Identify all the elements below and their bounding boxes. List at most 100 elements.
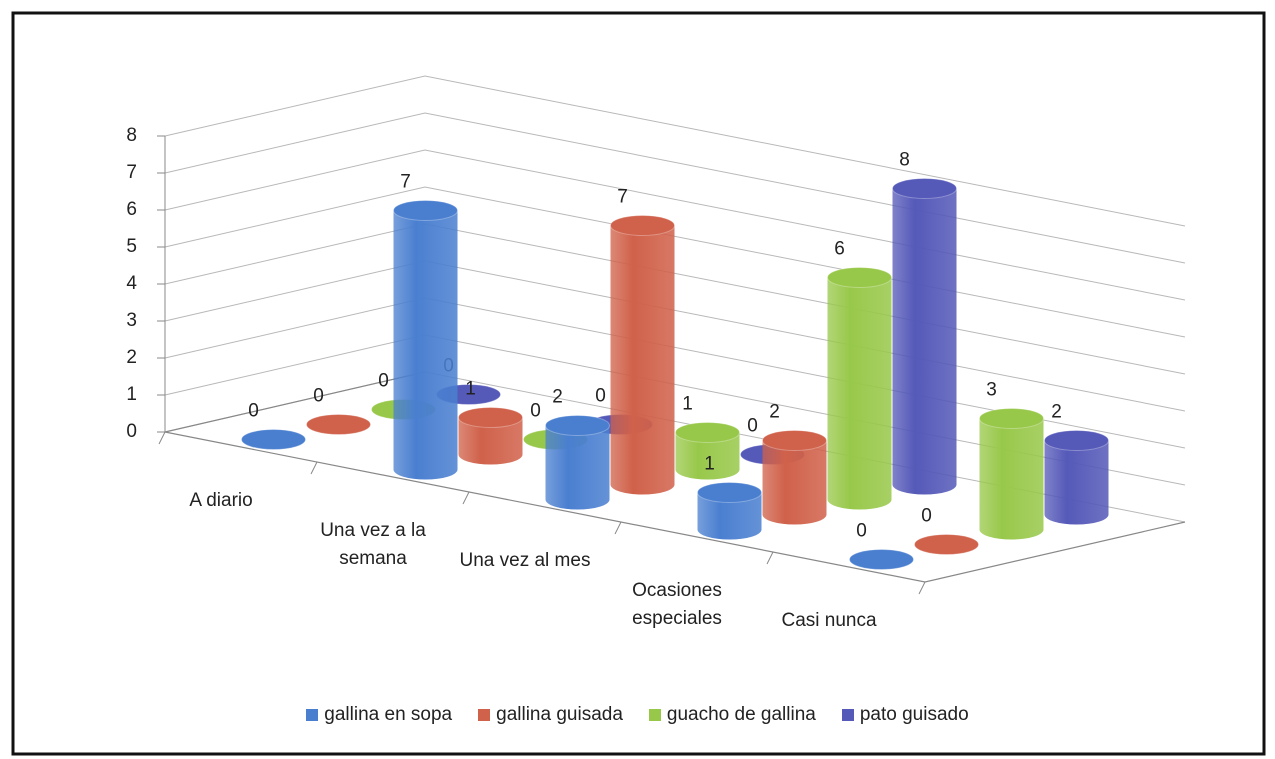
value-label: 0: [747, 416, 758, 437]
cylinder: [1044, 430, 1109, 525]
value-label: 6: [834, 239, 845, 260]
cylinder: [545, 415, 610, 510]
cylinder: [762, 430, 827, 525]
legend-item: pato guisado: [841, 704, 969, 726]
cylinder-top: [306, 414, 371, 435]
legend-swatch: [648, 709, 661, 721]
cylinder-top: [849, 549, 914, 570]
legend: gallina en sopa gallina guisada guacho de …: [0, 704, 1275, 726]
cylinder-top: [762, 430, 827, 451]
cylinder: [610, 215, 675, 495]
legend-swatch: [478, 709, 491, 721]
cylinder-top: [914, 534, 979, 555]
legend-item: gallina guisada: [478, 704, 623, 726]
cylinder: [393, 200, 458, 480]
cylinder-top: [241, 429, 306, 450]
cylinder: [914, 534, 979, 555]
x-tick-label: A diario: [189, 490, 253, 511]
grid-line: [164, 149, 1186, 301]
grid-line: [164, 75, 1186, 227]
x-tick-label: Casi nunca: [781, 610, 877, 631]
floor: [164, 371, 1186, 583]
cylinder-top: [610, 215, 675, 236]
cylinder-body: [545, 425, 610, 510]
grid-line: [164, 186, 1186, 338]
legend-swatch: [306, 709, 319, 721]
cylinder-body: [892, 188, 957, 495]
x-tick: [462, 491, 470, 505]
cylinder-top: [979, 408, 1044, 429]
value-label: 2: [1051, 402, 1062, 423]
cylinder-body: [458, 417, 523, 465]
cylinder-body: [393, 210, 458, 480]
value-label: 8: [899, 150, 910, 171]
legend-swatch: [841, 709, 854, 721]
y-tick-label: 3: [126, 310, 137, 331]
grid-line: [164, 223, 1186, 375]
cylinder-body: [675, 432, 740, 480]
x-tick-label: Una vez a la semana: [320, 520, 426, 569]
x-tick: [614, 521, 622, 535]
cylinder-body: [610, 225, 675, 495]
cylinder-top: [675, 422, 740, 443]
y-tick-label: 7: [126, 162, 137, 183]
x-tick-label: Una vez al mes: [459, 550, 591, 571]
legend-item: gallina en sopa: [306, 704, 452, 726]
value-label: 0: [313, 386, 324, 407]
value-label: 0: [530, 401, 541, 422]
value-label: 0: [856, 521, 867, 542]
value-label: 1: [465, 379, 476, 400]
x-tick-label: Ocasiones especiales: [632, 580, 722, 629]
value-label: 0: [921, 506, 932, 527]
y-tick-label: 4: [126, 273, 137, 294]
cylinder-body: [697, 492, 762, 540]
value-label: 2: [552, 387, 563, 408]
y-tick-label: 8: [126, 125, 137, 146]
cylinder: [892, 178, 957, 495]
y-tick-label: 2: [126, 347, 137, 368]
legend-label: guacho de gallina: [666, 704, 816, 725]
y-tick-label: 6: [126, 199, 137, 220]
cylinder: [827, 267, 892, 510]
x-tick: [310, 461, 318, 475]
cylinder-body: [827, 277, 892, 510]
x-tick: [766, 551, 774, 565]
y-tick-label: 0: [126, 421, 137, 442]
legend-item: guacho de gallina: [648, 704, 816, 726]
cylinder: [849, 549, 914, 570]
value-label: 0: [595, 386, 606, 407]
cylinder: [675, 422, 740, 480]
cylinder-top: [393, 200, 458, 221]
cylinder-top: [1044, 430, 1109, 451]
cylinder-body: [979, 418, 1044, 540]
frame: [11, 11, 1266, 756]
value-label: 1: [682, 394, 693, 415]
legend-label: gallina en sopa: [324, 704, 453, 725]
value-label: 1: [704, 454, 715, 475]
cylinder: [458, 407, 523, 465]
grid-line: [164, 112, 1186, 264]
cylinder: [697, 482, 762, 540]
cylinder-top: [827, 267, 892, 288]
cylinder-body: [1044, 440, 1109, 525]
value-label: 3: [986, 380, 997, 401]
x-tick: [918, 581, 926, 595]
cylinder: [306, 414, 371, 435]
cylinder-top: [697, 482, 762, 503]
value-label: 0: [248, 401, 259, 422]
x-tick: [158, 431, 166, 445]
cylinder-body: [762, 440, 827, 525]
value-label: 7: [400, 172, 411, 193]
legend-label: pato guisado: [859, 704, 969, 725]
y-tick-label: 1: [126, 384, 137, 405]
value-label: 0: [378, 371, 389, 392]
cylinder: [241, 429, 306, 450]
value-label: 2: [769, 402, 780, 423]
cylinder-top: [545, 415, 610, 436]
y-tick-label: 5: [126, 236, 137, 257]
cylinder-top: [892, 178, 957, 199]
legend-label: gallina guisada: [496, 704, 623, 725]
cylinder: [979, 408, 1044, 540]
